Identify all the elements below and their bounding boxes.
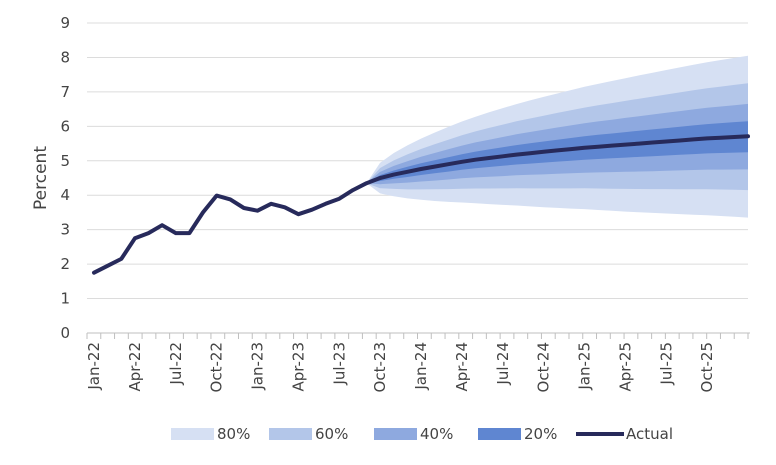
x-tick-label: Jan-22 xyxy=(85,342,103,391)
y-tick-label: 7 xyxy=(60,83,70,101)
x-tick-label: Apr-24 xyxy=(453,342,471,392)
x-tick-label: Jan-24 xyxy=(412,342,430,391)
y-tick-label: 6 xyxy=(60,117,70,135)
x-tick-label: Jul-24 xyxy=(494,342,512,386)
y-tick-label: 4 xyxy=(60,186,70,204)
legend-label: 20% xyxy=(524,425,557,443)
axes xyxy=(86,332,750,339)
y-tick-label: 2 xyxy=(60,255,70,273)
legend-label: 60% xyxy=(315,425,348,443)
legend-label: 40% xyxy=(420,425,453,443)
x-tick-label: Apr-23 xyxy=(289,342,307,392)
legend-label: Actual xyxy=(626,425,673,443)
y-tick-label: 9 xyxy=(60,14,70,32)
legend-swatch-80pct xyxy=(171,428,214,440)
x-tick-label: Oct-23 xyxy=(371,342,389,392)
legend-swatch-20pct xyxy=(478,428,521,440)
x-tick-label: Jul-25 xyxy=(657,342,675,386)
y-tick-label: 1 xyxy=(60,290,70,308)
x-tick-label: Apr-25 xyxy=(616,342,634,392)
y-axis-label: Percent xyxy=(31,146,51,210)
x-tick-label: Apr-22 xyxy=(126,342,144,392)
y-tick-label: 3 xyxy=(60,221,70,239)
x-tick-label: Jul-22 xyxy=(167,342,185,386)
x-tick-label: Oct-24 xyxy=(535,342,553,392)
y-axis-ticks: 0 1 2 3 4 5 6 7 8 9 xyxy=(60,14,70,342)
y-tick-label: 8 xyxy=(60,48,70,66)
y-tick-label: 5 xyxy=(60,152,70,170)
actual-series xyxy=(92,134,750,275)
legend-swatch-40pct xyxy=(374,428,417,440)
y-tick-label: 0 xyxy=(60,324,70,342)
x-tick-label: Jul-23 xyxy=(330,342,348,386)
fan-bands xyxy=(366,55,748,218)
legend-label: 80% xyxy=(217,425,250,443)
legend: 80% 60% 40% 20% Actual xyxy=(171,425,673,443)
x-tick-label: Oct-25 xyxy=(698,342,716,392)
x-tick-label: Jan-23 xyxy=(249,342,267,391)
actual-line xyxy=(92,134,750,275)
x-tick-label: Oct-22 xyxy=(208,342,226,392)
x-tick-label: Jan-25 xyxy=(576,342,594,391)
legend-swatch-60pct xyxy=(269,428,312,440)
x-axis-ticks: Jan-22 Apr-22 Jul-22 Oct-22 Jan-23 Apr-23 Jul-… xyxy=(85,342,716,392)
